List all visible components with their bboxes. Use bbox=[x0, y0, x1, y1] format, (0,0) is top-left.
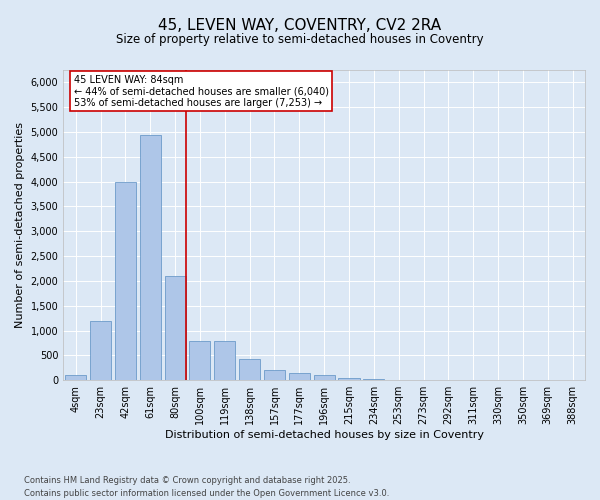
Bar bbox=[164, 276, 185, 380]
Bar bbox=[289, 373, 310, 380]
X-axis label: Distribution of semi-detached houses by size in Coventry: Distribution of semi-detached houses by … bbox=[164, 430, 484, 440]
Bar bbox=[214, 340, 235, 380]
Text: 45 LEVEN WAY: 84sqm
← 44% of semi-detached houses are smaller (6,040)
53% of sem: 45 LEVEN WAY: 84sqm ← 44% of semi-detach… bbox=[74, 74, 329, 108]
Y-axis label: Number of semi-detached properties: Number of semi-detached properties bbox=[15, 122, 25, 328]
Bar bbox=[314, 375, 335, 380]
Bar bbox=[264, 370, 285, 380]
Text: 45, LEVEN WAY, COVENTRY, CV2 2RA: 45, LEVEN WAY, COVENTRY, CV2 2RA bbox=[158, 18, 442, 32]
Bar bbox=[140, 134, 161, 380]
Bar bbox=[115, 182, 136, 380]
Text: Contains HM Land Registry data © Crown copyright and database right 2025.
Contai: Contains HM Land Registry data © Crown c… bbox=[24, 476, 389, 498]
Bar bbox=[363, 379, 385, 380]
Bar bbox=[338, 378, 359, 380]
Text: Size of property relative to semi-detached houses in Coventry: Size of property relative to semi-detach… bbox=[116, 34, 484, 46]
Bar bbox=[90, 320, 111, 380]
Bar bbox=[239, 359, 260, 380]
Bar bbox=[65, 375, 86, 380]
Bar bbox=[190, 340, 211, 380]
